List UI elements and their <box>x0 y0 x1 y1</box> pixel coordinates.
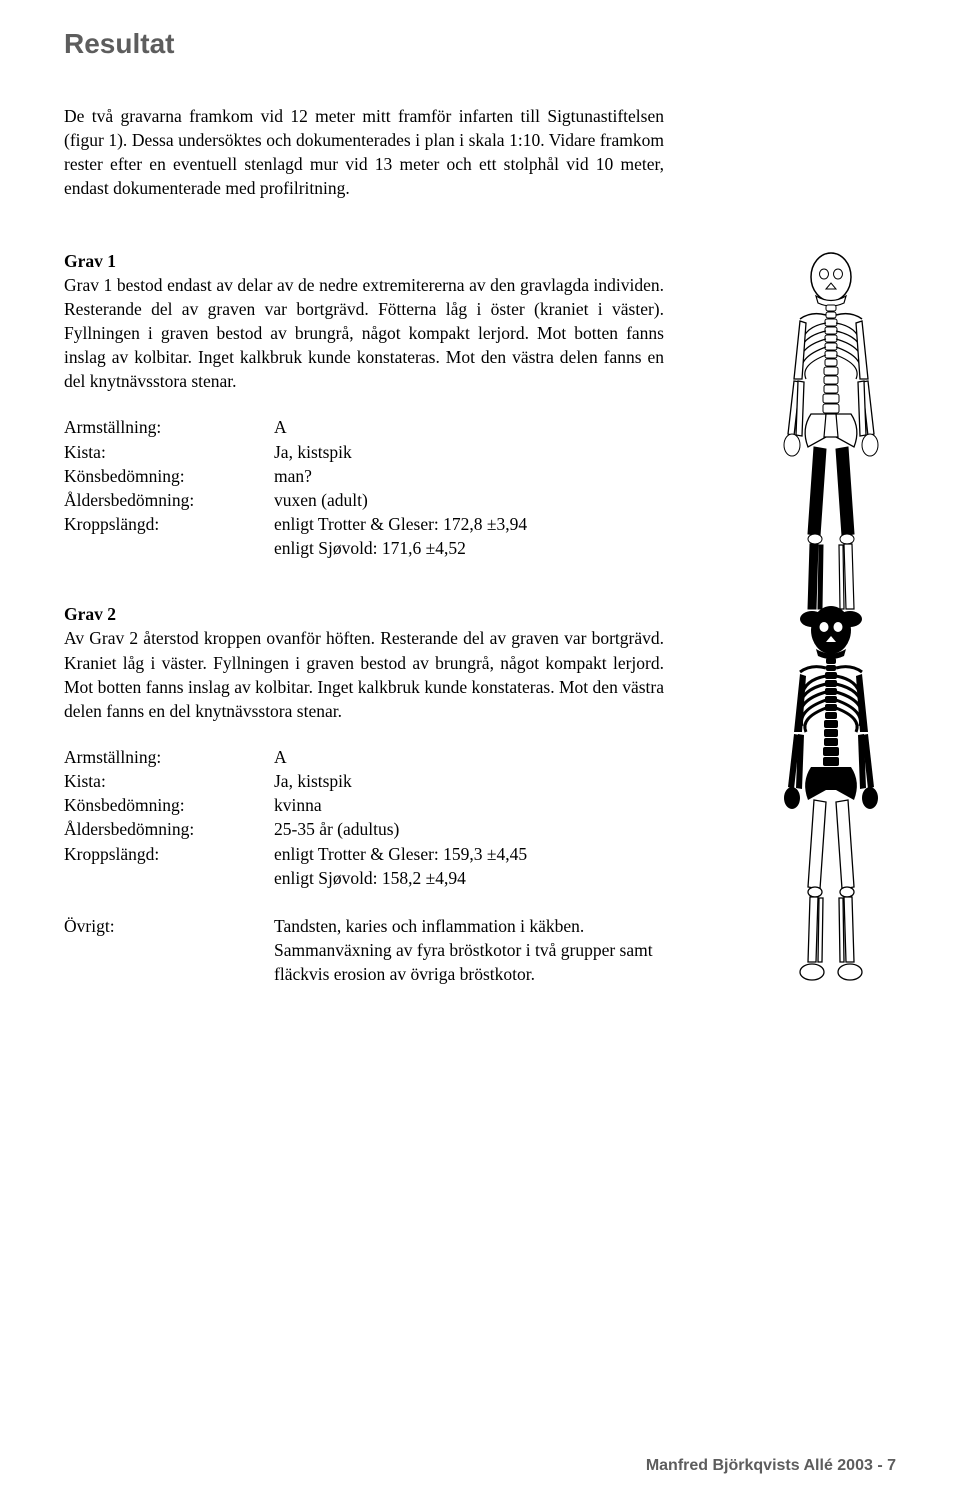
grave-1-paragraph: Grav 1 Grav 1 bestod endast av delar av … <box>64 249 664 394</box>
grave-2-attributes: Armställning:A Kista:Ja, kistspik Könsbe… <box>64 745 664 986</box>
attr-value: Ja, kistspik <box>274 440 527 464</box>
table-row: Könsbedömning:kvinna <box>64 793 664 817</box>
table-row: Armställning:A <box>64 415 527 439</box>
attr-value: man? <box>274 464 527 488</box>
page-footer: Manfred Björkqvists Allé 2003 - 7 <box>646 1457 896 1475</box>
attr-value: Tandsten, karies och inflammation i käkb… <box>274 914 664 986</box>
table-row: Armställning:A <box>64 745 664 769</box>
grave-2-text-col: Grav 2 Av Grav 2 återstod kroppen ovanfö… <box>64 602 664 986</box>
attr-value: enligt Trotter & Gleser: 159,3 ±4,45enli… <box>274 842 664 890</box>
attr-label: Könsbedömning: <box>64 464 274 488</box>
grave-1-heading: Grav 1 <box>64 251 116 271</box>
table-row: Kista:Ja, kistspik <box>64 440 527 464</box>
attr-label: Armställning: <box>64 745 274 769</box>
attr-value: kvinna <box>274 793 664 817</box>
grave-2-body: Av Grav 2 återstod kroppen ovanför höfte… <box>64 628 664 720</box>
table-row: Åldersbedömning:vuxen (adult) <box>64 488 527 512</box>
grave-2-heading: Grav 2 <box>64 604 116 624</box>
table-row: Kroppslängd:enligt Trotter & Gleser: 159… <box>64 842 664 890</box>
attr-label: Armställning: <box>64 415 274 439</box>
grave-2-paragraph: Grav 2 Av Grav 2 återstod kroppen ovanfö… <box>64 602 664 723</box>
attr-value: vuxen (adult) <box>274 488 527 512</box>
attr-value: A <box>274 415 527 439</box>
attr-value: 25-35 år (adultus) <box>274 817 664 841</box>
grave-1-section: Grav 1 Grav 1 bestod endast av delar av … <box>64 249 896 561</box>
table-row: Övrigt:Tandsten, karies och inflammation… <box>64 914 664 986</box>
grave-2-section: Grav 2 Av Grav 2 återstod kroppen ovanfö… <box>64 602 896 986</box>
attr-label: Övrigt: <box>64 914 274 986</box>
attr-value: enligt Trotter & Gleser: 172,8 ±3,94enli… <box>274 512 527 560</box>
attr-label: Kroppslängd: <box>64 842 274 890</box>
grave-1-text-col: Grav 1 Grav 1 bestod endast av delar av … <box>64 249 664 561</box>
attr-label: Kroppslängd: <box>64 512 274 560</box>
intro-paragraph: De två gravarna framkom vid 12 meter mit… <box>64 104 664 201</box>
attr-label <box>64 890 274 914</box>
attr-label: Könsbedömning: <box>64 793 274 817</box>
attr-value: Ja, kistspik <box>274 769 664 793</box>
table-row: Kista:Ja, kistspik <box>64 769 664 793</box>
table-row <box>64 890 664 914</box>
table-row: Kroppslängd:enligt Trotter & Gleser: 172… <box>64 512 527 560</box>
grave-1-body: Grav 1 bestod endast av delar av de nedr… <box>64 275 664 392</box>
attr-label: Åldersbedömning: <box>64 488 274 512</box>
table-row: Könsbedömning:man? <box>64 464 527 488</box>
attr-label: Kista: <box>64 440 274 464</box>
grave-1-skeleton-icon <box>756 249 906 634</box>
grave-2-skeleton-icon <box>756 602 906 987</box>
attr-value: A <box>274 745 664 769</box>
attr-value <box>274 890 664 914</box>
table-row: Åldersbedömning:25-35 år (adultus) <box>64 817 664 841</box>
grave-1-attributes: Armställning:A Kista:Ja, kistspik Könsbe… <box>64 415 527 560</box>
attr-label: Kista: <box>64 769 274 793</box>
attr-label: Åldersbedömning: <box>64 817 274 841</box>
page-title: Resultat <box>64 28 896 60</box>
